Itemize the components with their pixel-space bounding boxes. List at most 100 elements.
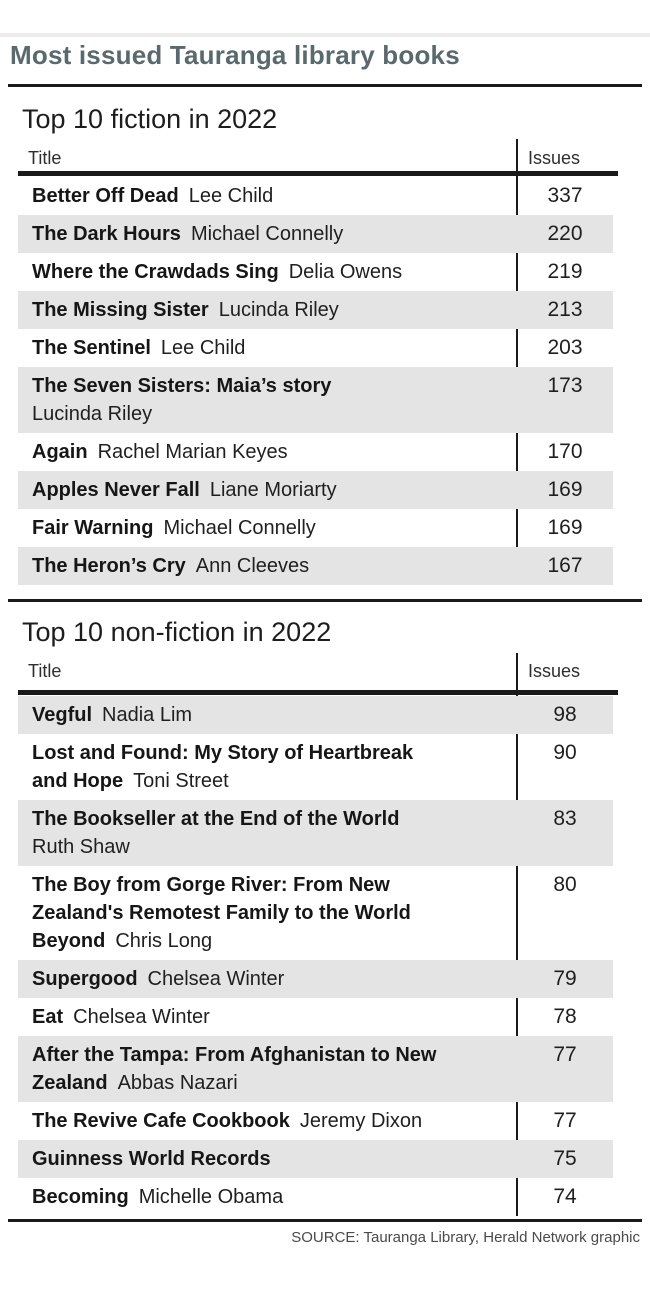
issues-value: 167: [547, 554, 583, 577]
book-title: Eat: [32, 1006, 64, 1028]
table-row: The Dark Hours Michael Connelly 220: [18, 215, 613, 253]
issues-value: 173: [547, 374, 583, 397]
book-title: The Revive Cafe Cookbook: [32, 1110, 290, 1132]
book-title: The Sentinel: [32, 337, 151, 359]
issues-value: 170: [547, 440, 583, 463]
book-title: Lost and Found: My Story of Heartbreak: [32, 742, 414, 764]
table-row: Where the Crawdads Sing Delia Owens 219: [18, 253, 613, 291]
book-title: Guinness World Records: [32, 1148, 271, 1170]
book-author: Delia Owens: [288, 261, 403, 283]
table-row: Better Off Dead Lee Child 337: [18, 177, 613, 215]
book-cell: The Seven Sisters: Maia’s story Lucinda R…: [18, 372, 502, 428]
book-cell: Better Off Dead Lee Child: [18, 182, 502, 210]
book-text-line: Fair Warning Michael Connelly: [32, 514, 502, 542]
table-row: Vegful Nadia Lim 98: [18, 696, 613, 734]
book-text-line: Supergood Chelsea Winter: [32, 965, 502, 993]
book-cell: Again Rachel Marian Keyes: [18, 438, 502, 466]
book-cell: The Boy from Gorge River: From New Zealan…: [18, 871, 502, 955]
table-row: After the Tampa: From Afghanistan to New…: [18, 1036, 613, 1102]
book-author: Michael Connelly: [163, 517, 316, 539]
table-row: The Missing Sister Lucinda Riley 213: [18, 291, 613, 329]
book-title: Vegful: [32, 704, 93, 726]
book-author: Lucinda Riley: [218, 299, 339, 321]
book-text-line: Lucinda Riley: [32, 400, 502, 428]
issues-value: 213: [547, 298, 583, 321]
book-text-line: The Sentinel Lee Child: [32, 334, 502, 362]
book-text-line: The Heron’s Cry Ann Cleeves: [32, 552, 502, 580]
book-title: Where the Crawdads Sing: [32, 261, 279, 283]
book-text-line: and Hope Toni Street: [32, 767, 502, 795]
book-cell: The Missing Sister Lucinda Riley: [18, 296, 502, 324]
table-row: Lost and Found: My Story of Heartbreak an…: [18, 734, 613, 800]
book-author: Chelsea Winter: [147, 968, 285, 990]
book-text-line: Vegful Nadia Lim: [32, 701, 502, 729]
book-author: Ann Cleeves: [195, 555, 310, 577]
book-author: Chelsea Winter: [73, 1006, 210, 1028]
book-cell: Guinness World Records: [18, 1145, 502, 1173]
source-credit: SOURCE: Tauranga Library, Herald Network…: [291, 1229, 640, 1246]
book-text-line: Ruth Shaw: [32, 833, 502, 861]
issues-value: 219: [547, 260, 583, 283]
book-text-line: Again Rachel Marian Keyes: [32, 438, 502, 466]
book-cell: Supergood Chelsea Winter: [18, 965, 502, 993]
column-header-title: Title: [28, 148, 62, 168]
issues-value: 78: [553, 1005, 577, 1028]
issues-value: 220: [547, 222, 583, 245]
table-row: Becoming Michelle Obama 74: [18, 1178, 613, 1216]
book-text-line: Better Off Dead Lee Child: [32, 182, 502, 210]
fiction-heading: Top 10 fiction in 2022: [22, 104, 278, 134]
issues-value: 74: [553, 1185, 577, 1208]
book-text-line: Beyond Chris Long: [32, 927, 502, 955]
book-cell: Apples Never Fall Liane Moriarty: [18, 476, 502, 504]
book-title: The Boy from Gorge River: From New: [32, 874, 390, 896]
issues-value: 337: [547, 184, 583, 207]
book-cell: Fair Warning Michael Connelly: [18, 514, 502, 542]
book-text-line: The Missing Sister Lucinda Riley: [32, 296, 502, 324]
issues-value: 80: [553, 873, 577, 896]
book-cell: The Dark Hours Michael Connelly: [18, 220, 502, 248]
table-row: Again Rachel Marian Keyes 170: [18, 433, 613, 471]
column-header-issues: Issues: [528, 661, 581, 681]
book-text-line: Guinness World Records: [32, 1145, 502, 1173]
book-text-line: Lost and Found: My Story of Heartbreak: [32, 739, 502, 767]
book-text-line: The Seven Sisters: Maia’s story: [32, 372, 502, 400]
column-divider: [516, 653, 518, 1216]
book-cell: The Bookseller at the End of the World Ru…: [18, 805, 502, 861]
book-cell: Vegful Nadia Lim: [18, 701, 502, 729]
column-header-title: Title: [28, 661, 62, 681]
issues-value: 75: [553, 1147, 577, 1170]
book-title: Zealand's Remotest Family to the World: [32, 902, 411, 924]
book-author: Ruth Shaw: [32, 836, 130, 858]
table-row: Supergood Chelsea Winter 79: [18, 960, 613, 998]
issues-value: 169: [547, 516, 583, 539]
book-text-line: The Bookseller at the End of the World: [32, 805, 502, 833]
book-text-line: The Dark Hours Michael Connelly: [32, 220, 502, 248]
table-row: The Bookseller at the End of the World Ru…: [18, 800, 613, 866]
table-row: Apples Never Fall Liane Moriarty 169: [18, 471, 613, 509]
section-divider-rule: [8, 599, 642, 602]
book-title: and Hope: [32, 770, 124, 792]
issues-value: 98: [553, 703, 577, 726]
issues-value: 90: [553, 741, 577, 764]
book-text-line: Zealand Abbas Nazari: [32, 1069, 502, 1097]
non-fiction-rows: Vegful Nadia Lim 98 Lost and Found: My Stor…: [18, 696, 613, 1216]
book-text-line: Becoming Michelle Obama: [32, 1183, 502, 1211]
book-author: Rachel Marian Keyes: [97, 441, 288, 463]
table-row: The Boy from Gorge River: From New Zealan…: [18, 866, 613, 960]
book-title: The Heron’s Cry: [32, 555, 186, 577]
book-cell: Where the Crawdads Sing Delia Owens: [18, 258, 502, 286]
book-title: After the Tampa: From Afghanistan to New: [32, 1044, 437, 1066]
table-row: The Seven Sisters: Maia’s story Lucinda R…: [18, 367, 613, 433]
book-author: Lucinda Riley: [32, 403, 153, 425]
issues-value: 169: [547, 478, 583, 501]
book-cell: The Revive Cafe Cookbook Jeremy Dixon: [18, 1107, 502, 1135]
book-title: Supergood: [32, 968, 138, 990]
book-author: Lee Child: [188, 185, 274, 207]
book-title: Better Off Dead: [32, 185, 179, 207]
issues-value: 77: [553, 1043, 577, 1066]
book-text-line: The Boy from Gorge River: From New: [32, 871, 502, 899]
column-header-issues: Issues: [528, 148, 581, 168]
book-author: Toni Street: [133, 770, 229, 792]
page-title: Most issued Tauranga library books: [10, 40, 460, 70]
